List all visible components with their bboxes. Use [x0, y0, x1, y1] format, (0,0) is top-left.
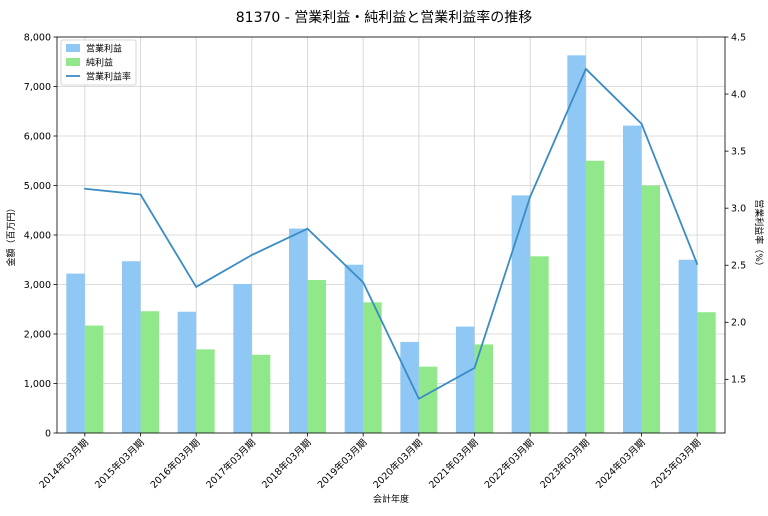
bar-net-profit [474, 344, 493, 433]
bar-operating-profit [678, 259, 698, 433]
bar-operating-profit [177, 311, 197, 433]
y-tick-label-left: 7,000 [24, 82, 51, 93]
point-operating-margin [362, 281, 365, 284]
y-tick-label-left: 6,000 [24, 131, 51, 142]
x-tick-label: 2019年03月期 [315, 437, 369, 491]
bar-net-profit [697, 312, 716, 433]
point-operating-margin [139, 193, 142, 196]
bar-net-profit [641, 185, 660, 433]
bar-operating-profit [511, 195, 531, 433]
y-axis-right-ticks: 1.5 2.0 2.5 3.0 3.5 4.0 4.5 [725, 32, 746, 386]
point-operating-margin [640, 122, 643, 125]
x-tick-label: 2017年03月期 [204, 437, 258, 491]
y-tick-label-right: 2.0 [731, 318, 746, 329]
point-operating-margin [195, 286, 198, 288]
bar-operating-profit [456, 326, 475, 433]
point-operating-margin [306, 227, 309, 230]
x-tick-label: 2022年03月期 [482, 437, 536, 491]
y-tick-label-left: 1,000 [24, 379, 51, 390]
y-axis-right-label: 営業利益率（%） [753, 199, 765, 271]
legend: 営業利益 純利益 営業利益率 [60, 39, 137, 86]
bar-net-profit [307, 280, 326, 433]
bar-net-profit [196, 349, 215, 433]
x-tick-label: 2023年03月期 [538, 437, 592, 491]
y-tick-label-left: 0 [45, 428, 51, 439]
bar-net-profit [84, 325, 104, 433]
y-axis-left-ticks: 0 1,000 2,000 3,000 4,000 5,000 6,000 7,000 8,00… [24, 32, 57, 439]
x-axis-ticks: 2014年03月期 2015年03月期 2016年03月期 2017年03月期 2018… [37, 433, 703, 491]
legend-label-operating-profit: 営業利益 [86, 43, 122, 55]
y-tick-label-right: 4.5 [731, 32, 746, 43]
bar-operating-profit [289, 228, 308, 433]
legend-label-net-profit: 純利益 [86, 57, 113, 69]
bar-net-profit [418, 366, 438, 433]
bar-net-profit [363, 302, 382, 433]
bar-net-profit [585, 160, 605, 433]
x-tick-label: 2018年03月期 [259, 437, 313, 491]
chart-title: 81370 - 営業利益・純利益と営業利益率の推移 [236, 9, 533, 26]
line-operating-margin [84, 68, 699, 400]
point-operating-margin [83, 187, 86, 190]
point-operating-margin [696, 263, 699, 266]
y-tick-label-left: 2,000 [24, 329, 51, 340]
x-tick-label: 2020年03月期 [371, 437, 425, 491]
y-axis-left-label: 金額（百万円） [5, 203, 17, 266]
x-tick-label: 2014年03月期 [37, 437, 91, 491]
point-operating-margin [417, 397, 420, 400]
y-tick-label-right: 3.0 [731, 203, 746, 214]
bar-net-profit [140, 311, 159, 433]
y-tick-label-left: 4,000 [24, 230, 51, 241]
bar-operating-profit [122, 261, 141, 433]
point-operating-margin [584, 68, 587, 70]
point-operating-margin [529, 195, 532, 198]
legend-swatch-net-profit [66, 58, 80, 66]
legend-label-operating-margin: 営業利益率 [86, 71, 131, 83]
bar-operating-profit [66, 273, 85, 433]
point-operating-margin [473, 367, 476, 369]
bar-operating-profit [233, 284, 252, 433]
bar-operating-profit [623, 125, 642, 433]
y-tick-label-right: 3.5 [731, 146, 746, 157]
line-layer [83, 68, 699, 400]
x-tick-label: 2021年03月期 [426, 437, 480, 491]
x-tick-label: 2015年03月期 [92, 437, 146, 491]
x-axis-label: 会計年度 [373, 493, 409, 505]
y-tick-label-right: 1.5 [731, 375, 746, 386]
y-tick-label-left: 8,000 [24, 32, 51, 43]
bars-layer [66, 55, 716, 433]
y-tick-label-left: 3,000 [24, 280, 51, 291]
x-tick-label: 2016年03月期 [148, 437, 202, 491]
y-tick-label-right: 4.0 [731, 89, 746, 100]
bar-net-profit [530, 256, 549, 433]
legend-swatch-operating-profit [66, 44, 80, 52]
bar-operating-profit [344, 264, 364, 433]
point-operating-margin [250, 254, 253, 256]
bar-operating-profit [567, 55, 586, 433]
x-tick-label: 2024年03月期 [593, 437, 647, 491]
bar-net-profit [251, 354, 271, 433]
y-tick-label-left: 5,000 [24, 181, 51, 192]
y-tick-label-right: 2.5 [731, 261, 746, 272]
x-tick-label: 2025年03月期 [649, 437, 703, 491]
bar-operating-profit [400, 341, 419, 433]
